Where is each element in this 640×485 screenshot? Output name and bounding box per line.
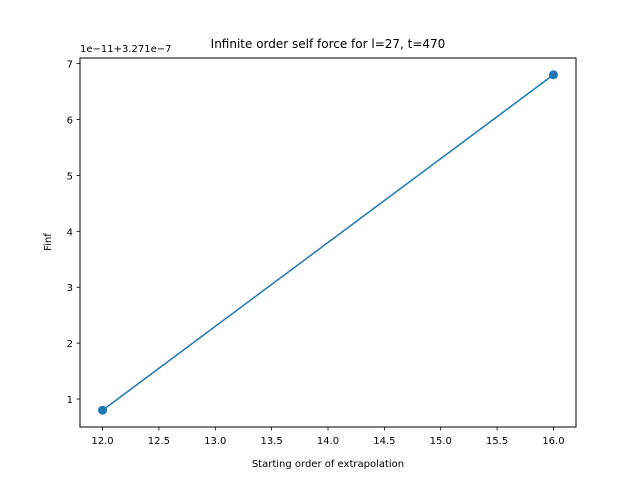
y-tick-label: 5: [67, 171, 73, 182]
x-tick-label: 15.0: [430, 436, 452, 447]
y-axis-offset-label: 1e−11+3.271e−7: [80, 44, 172, 55]
y-axis-ticks: 1 2 3 4 5 6 7: [67, 60, 80, 406]
x-tick-label: 14.0: [317, 436, 339, 447]
data-point: [548, 70, 558, 80]
x-tick-label: 12.5: [148, 436, 170, 447]
x-tick-label: 15.5: [486, 436, 508, 447]
x-tick-label: 16.0: [542, 436, 564, 447]
x-axis-ticks: 12.0 12.5 13.0 13.5 14.0 14.5 15.0 15.5 16.0: [91, 427, 565, 447]
y-tick-label: 3: [67, 283, 73, 294]
x-axis-label: Starting order of extrapolation: [252, 459, 404, 470]
series-line: [102, 74, 554, 411]
data-point: [98, 405, 108, 415]
y-tick-label: 1: [67, 395, 73, 406]
x-tick-label: 12.0: [91, 436, 113, 447]
plot-marks: [98, 70, 558, 415]
x-tick-label: 14.5: [373, 436, 395, 447]
y-tick-label: 6: [67, 116, 73, 127]
y-axis-label: Finf: [43, 233, 54, 251]
y-tick-label: 4: [67, 227, 73, 238]
y-tick-label: 2: [67, 339, 73, 350]
x-tick-label: 13.5: [261, 436, 283, 447]
chart-title: Infinite order self force for l=27, t=47…: [211, 37, 446, 51]
x-tick-label: 13.0: [204, 436, 226, 447]
y-tick-label: 7: [67, 60, 73, 71]
